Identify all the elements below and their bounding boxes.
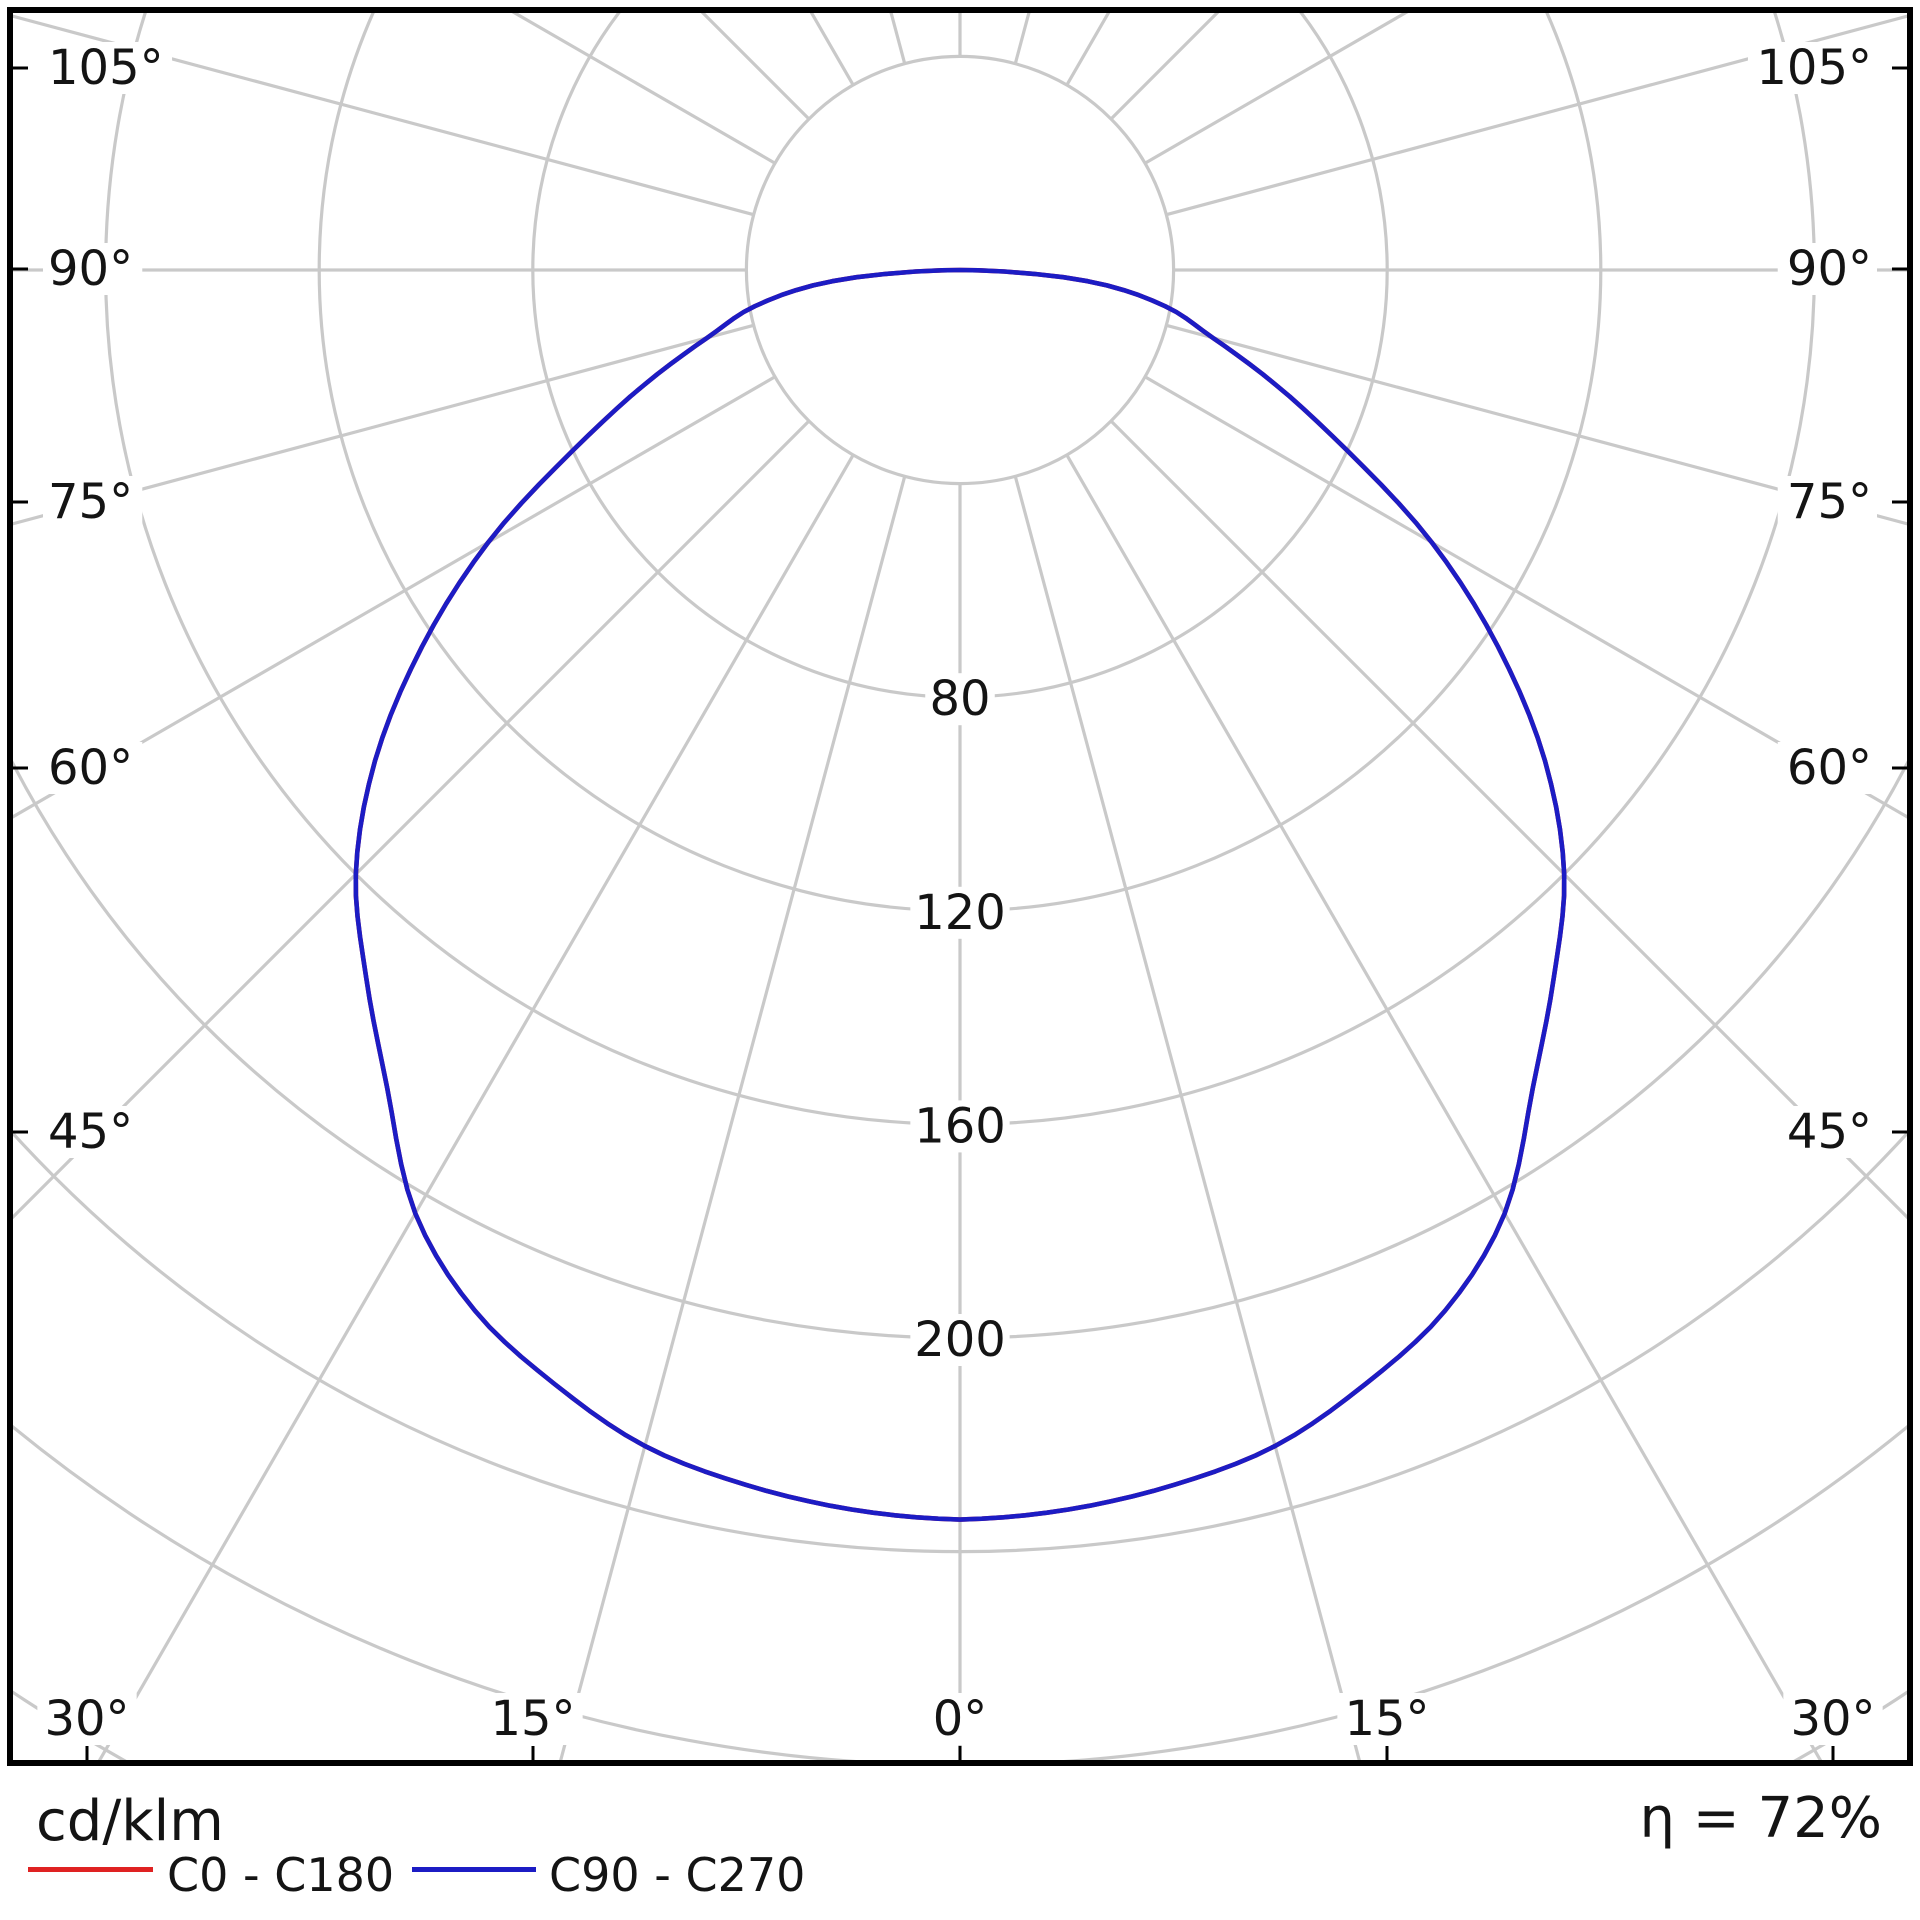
unit-label: cd/klm [36,1789,224,1854]
radial-label-160-halo [910,1100,1010,1153]
angle-label-left-0-halo [43,42,173,94]
radial-label-160: 160 [914,1098,1006,1154]
legend-label-c0: C0 - C180 [167,1848,394,1902]
angle-spoke-345 [559,475,907,1760]
angle-spoke-255 [13,14,755,217]
angle-label-right-0: 105° [1756,40,1872,96]
angle-spoke-105 [1165,14,1907,217]
angle-label-bottom-4-halo [1783,1693,1883,1745]
angle-label-bottom-4: 30° [1790,1691,1875,1747]
angle-label-left-0: 105° [48,40,164,96]
angle-spoke-285 [13,323,755,526]
angle-label-right-4-halo [1777,1106,1877,1158]
angle-label-right-4: 45° [1787,1104,1872,1160]
grid-labels: 80 120 160 200 105° 90° 75° 60° 45° 105° 90° 75° 60°… [37,40,1883,1747]
efficiency-label: η = 72% [1640,1786,1882,1851]
angle-spoke-60 [1144,375,1907,819]
legend-line-c90 [412,1867,536,1872]
distribution-curves [353,267,1567,1522]
angle-label-left-4: 45° [48,1104,133,1160]
angle-label-right-0-halo [1747,42,1877,94]
angle-label-right-3-halo [1777,742,1877,794]
angle-label-right-2: 75° [1787,474,1872,530]
angle-label-bottom-3-halo [1337,1693,1437,1745]
angle-label-left-2-halo [43,476,143,528]
angle-label-left-3: 60° [48,740,133,796]
radial-label-120-halo [910,886,1010,939]
angle-label-bottom-1-halo [483,1693,583,1745]
angle-spoke-15 [1013,475,1361,1760]
angle-label-left-1-halo [43,243,143,295]
radial-label-80: 80 [929,671,990,727]
angle-label-bottom-2-halo [925,1693,995,1745]
angle-label-bottom-1: 15° [490,1691,575,1747]
angle-label-bottom-3: 15° [1344,1691,1429,1747]
angle-spoke-330 [97,454,855,1760]
angle-label-left-4-halo [43,1106,143,1158]
radial-label-80-halo [925,673,995,726]
border-ticks [10,66,1910,1763]
angle-label-bottom-2: 0° [933,1691,988,1747]
angle-spoke-315 [13,419,811,1220]
radial-label-200: 200 [914,1312,1006,1368]
legend: C0 - C180 C90 - C270 [28,1848,805,1902]
angle-label-right-2-halo [1777,476,1877,528]
curve-C90-C270 [353,267,1567,1522]
legend-line-c0 [28,1867,153,1872]
angle-spoke-75 [1165,323,1907,526]
angle-label-left-3-halo [43,742,143,794]
angle-label-bottom-0: 30° [44,1691,129,1747]
radial-label-120: 120 [914,885,1006,941]
angle-label-left-2: 75° [48,474,133,530]
angle-label-right-1: 90° [1787,241,1872,297]
angle-spoke-30 [1065,454,1823,1760]
angle-label-right-3: 60° [1787,740,1872,796]
angle-spoke-45 [1109,419,1907,1220]
legend-label-c90: C90 - C270 [549,1848,805,1902]
radial-label-200-halo [910,1314,1010,1366]
angle-label-left-1: 90° [48,241,133,297]
angle-spoke-300 [13,375,776,819]
angle-label-right-1-halo [1777,243,1877,295]
angle-label-bottom-0-halo [37,1693,137,1745]
